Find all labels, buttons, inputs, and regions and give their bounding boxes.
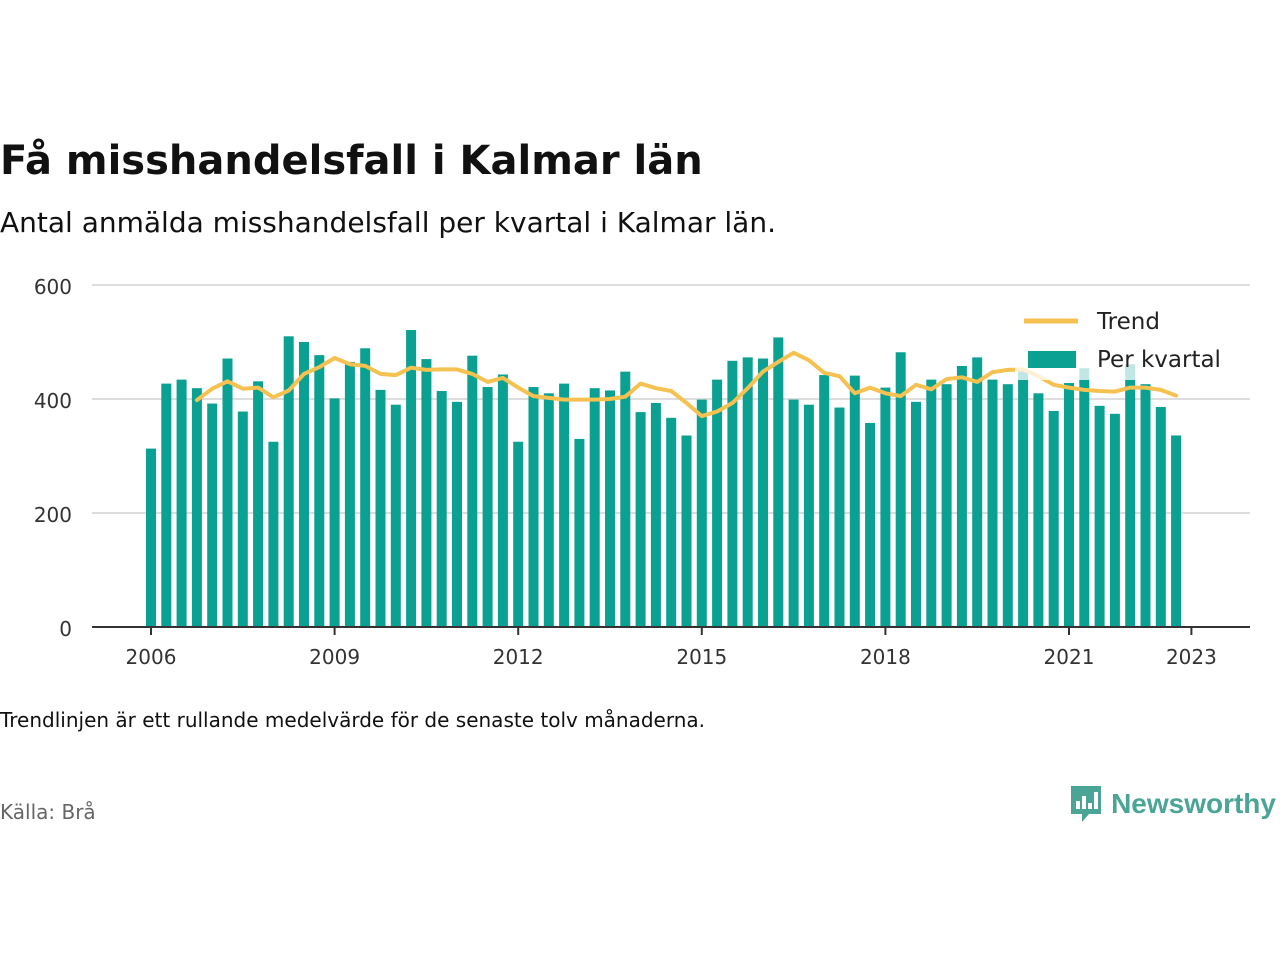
bar: [253, 381, 264, 627]
brand-name: Newsworthy: [1111, 788, 1276, 819]
bar: [1048, 410, 1059, 627]
bar: [528, 387, 539, 627]
bar: [972, 357, 983, 627]
bar: [865, 422, 876, 627]
x-tick-label: 2023: [1166, 645, 1217, 669]
bar: [222, 358, 233, 627]
bar: [941, 384, 952, 627]
bar: [513, 441, 524, 627]
bar: [589, 388, 600, 627]
bar: [390, 404, 401, 627]
y-tick-label: 600: [34, 275, 72, 299]
bar: [299, 342, 309, 627]
bar: [314, 355, 325, 627]
bar: [666, 417, 677, 627]
bar: [819, 375, 830, 627]
bar: [650, 402, 661, 627]
bar: [1002, 384, 1013, 627]
bar: [375, 389, 386, 627]
bar: [1125, 364, 1136, 627]
bar: [1109, 413, 1120, 627]
bar: [452, 401, 462, 627]
bar: [1033, 393, 1044, 627]
bar: [146, 448, 156, 627]
bar: [788, 399, 799, 627]
bar: [283, 336, 294, 627]
y-tick-label: 400: [34, 389, 72, 413]
bar: [1094, 405, 1105, 627]
bar: [406, 330, 417, 627]
bar: [176, 379, 187, 627]
bar: [161, 383, 172, 627]
bar: [344, 361, 355, 627]
x-axis-ticks: 2006 2009 2012 2015 2018 2021 2023: [126, 627, 1217, 669]
trend-line: [194, 350, 1179, 419]
source-text: Källa: Brå: [0, 800, 96, 824]
bar: [926, 379, 937, 627]
y-tick-label: 200: [34, 503, 72, 527]
bar: [895, 352, 906, 627]
legend-bars-label: Per kvartal: [1097, 347, 1221, 373]
bar: [421, 359, 432, 627]
y-axis-ticks: 600 400 200 0: [34, 275, 72, 641]
bar: [1171, 435, 1182, 627]
bar: [1018, 369, 1029, 627]
x-tick-label: 2018: [860, 645, 911, 669]
x-tick-label: 2012: [493, 645, 544, 669]
bar: [849, 375, 860, 627]
bar: [360, 348, 371, 627]
bar: [482, 387, 493, 627]
legend-trend-label: Trend: [1096, 309, 1160, 335]
bar: [681, 435, 692, 627]
bar: [237, 411, 248, 627]
x-tick-label: 2015: [676, 645, 727, 669]
x-tick-label: 2021: [1044, 645, 1095, 669]
bar: [773, 337, 784, 627]
bar: [543, 393, 554, 627]
bar: [436, 391, 447, 627]
bar: [1064, 383, 1074, 627]
bar: [207, 403, 218, 627]
bar: [834, 407, 845, 627]
chart-subtitle: Antal anmälda misshandelsfall per kvarta…: [0, 206, 776, 239]
bar: [742, 357, 753, 627]
legend-bars-swatch: [1028, 351, 1076, 368]
legend: Trend Per kvartal: [1015, 302, 1235, 380]
bar: [329, 398, 340, 627]
bar: [268, 441, 279, 627]
brand-logo: Newsworthy: [1069, 784, 1276, 824]
x-tick-label: 2006: [126, 645, 177, 669]
bar: [635, 412, 646, 627]
x-tick-label: 2009: [309, 645, 360, 669]
bar: [696, 399, 707, 627]
bar: [559, 383, 570, 627]
bar: [712, 379, 723, 627]
newsworthy-logo-icon: [1071, 786, 1102, 822]
bar: [1140, 384, 1151, 627]
bar: [911, 401, 921, 627]
bar: [727, 360, 738, 627]
chart: 600 400 200 0 2006 2009 2012 2015 2018 2…: [34, 275, 1250, 669]
chart-title: Få misshandelsfall i Kalmar län: [0, 138, 703, 184]
bar: [620, 371, 631, 627]
bar: [803, 404, 814, 627]
footnote: Trendlinjen är ett rullande medelvärde f…: [0, 708, 706, 732]
y-tick-label: 0: [59, 617, 72, 641]
bar: [574, 438, 585, 627]
bar: [605, 390, 615, 627]
bar: [987, 379, 998, 627]
bar: [1155, 406, 1166, 627]
bar: [467, 355, 478, 627]
bar: [956, 365, 967, 627]
bar: [880, 387, 891, 627]
bar: [758, 358, 768, 627]
bar: [191, 388, 202, 627]
bar: [497, 374, 508, 627]
bar-series-per-kvartal: [146, 330, 1182, 627]
bar: [1079, 368, 1090, 627]
